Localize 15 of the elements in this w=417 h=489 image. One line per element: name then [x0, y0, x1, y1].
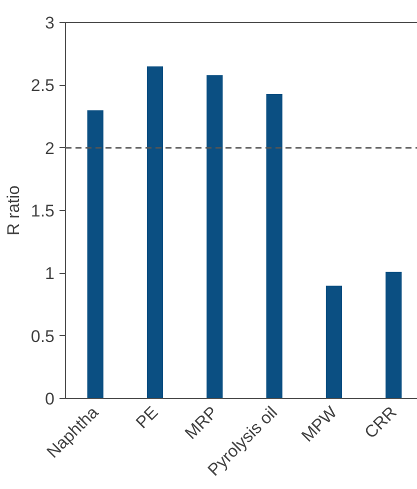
bar — [326, 286, 342, 398]
bar — [146, 66, 164, 398]
y-tick-label: 2.5 — [30, 76, 55, 96]
y-tick-label: 1 — [45, 264, 55, 284]
y-tick-label: 1.5 — [30, 202, 55, 220]
bar — [206, 75, 223, 398]
y-tick-label: 3 — [45, 14, 55, 32]
y-axis-title: R ratio — [4, 185, 23, 236]
y-tick-label: 0.5 — [30, 326, 55, 346]
x-tick-label: PE — [132, 402, 162, 432]
y-tick-label: 2 — [45, 138, 55, 158]
bar — [386, 272, 402, 398]
y-tick-label: 0 — [45, 390, 55, 408]
bar — [266, 94, 282, 398]
bar — [87, 110, 104, 398]
